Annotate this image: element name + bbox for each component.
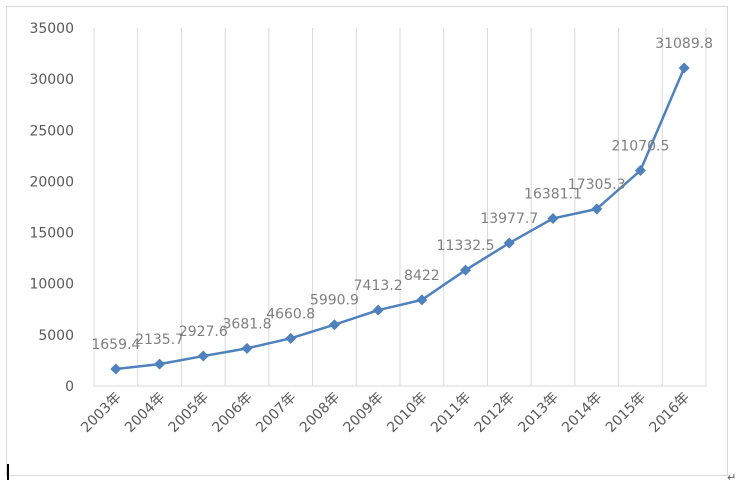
- data-label: 16381.1: [524, 186, 582, 202]
- data-point-marker: [503, 237, 515, 249]
- y-tick-label: 15000: [29, 226, 74, 242]
- data-point-marker: [154, 358, 166, 370]
- y-tick-label: 25000: [29, 123, 74, 139]
- data-label: 13977.7: [480, 211, 538, 227]
- text-cursor: [7, 464, 9, 480]
- data-point-marker: [547, 212, 559, 224]
- data-point-marker: [416, 294, 428, 306]
- data-labels: 1659.42135.72927.63681.84660.85990.97413…: [91, 36, 713, 353]
- series-line-layer: [115, 67, 686, 371]
- x-tick-label: 2016年: [647, 390, 693, 436]
- data-label: 2135.7: [135, 332, 184, 348]
- series-line: [115, 67, 686, 371]
- x-tick-label: 2007年: [253, 390, 299, 436]
- x-tick-label: 2008年: [297, 390, 343, 436]
- data-point-marker: [591, 203, 603, 215]
- data-label: 4660.8: [266, 306, 315, 322]
- y-axis-tick-labels: 0 5000 10000 15000 20000 25000 30000 35000: [29, 21, 74, 395]
- data-label: 3681.8: [223, 316, 272, 332]
- data-label: 21070.5: [611, 138, 669, 154]
- x-axis-tick-labels: 2003年2004年2005年2006年2007年2008年2009年2010年…: [78, 390, 693, 436]
- y-tick-label: 10000: [29, 277, 74, 293]
- y-tick-label: 0: [65, 379, 74, 395]
- data-label: 5990.9: [310, 293, 359, 309]
- data-point-marker: [460, 264, 472, 276]
- x-tick-label: 2014年: [559, 390, 605, 436]
- data-point-marker: [110, 363, 122, 375]
- y-tick-label: 5000: [38, 328, 74, 344]
- x-tick-label: 2005年: [166, 390, 212, 436]
- x-tick-label: 2013年: [515, 390, 561, 436]
- data-point-marker: [634, 164, 646, 176]
- data-markers: [110, 62, 690, 375]
- y-tick-label: 35000: [29, 21, 74, 37]
- data-label: 8422: [404, 268, 440, 284]
- x-tick-label: 2015年: [603, 390, 649, 436]
- data-point-marker: [678, 62, 690, 74]
- paragraph-return-mark: ↵: [727, 471, 737, 484]
- chart-frame: [6, 6, 728, 476]
- x-tick-label: 2009年: [341, 390, 387, 436]
- axes: [93, 28, 706, 387]
- data-point-marker: [328, 319, 340, 331]
- data-label: 1659.4: [91, 337, 140, 353]
- data-point-marker: [241, 342, 253, 354]
- vertical-gridlines: [137, 28, 707, 386]
- y-tick-label: 30000: [29, 72, 74, 88]
- data-label: 7413.2: [354, 278, 403, 294]
- data-point-marker: [285, 332, 297, 344]
- x-tick-label: 2003年: [78, 390, 124, 436]
- x-tick-label: 2012年: [472, 390, 518, 436]
- data-point-marker: [372, 304, 384, 316]
- x-tick-label: 2010年: [384, 390, 430, 436]
- y-tick-label: 20000: [29, 174, 74, 190]
- data-label: 31089.8: [655, 36, 713, 52]
- x-tick-label: 2004年: [122, 390, 168, 436]
- data-point-marker: [197, 350, 209, 362]
- x-tick-label: 2011年: [428, 390, 474, 436]
- data-label: 11332.5: [437, 238, 495, 254]
- data-label: 2927.6: [179, 324, 228, 340]
- x-tick-label: 2006年: [209, 390, 255, 436]
- data-label: 17305.3: [568, 177, 626, 193]
